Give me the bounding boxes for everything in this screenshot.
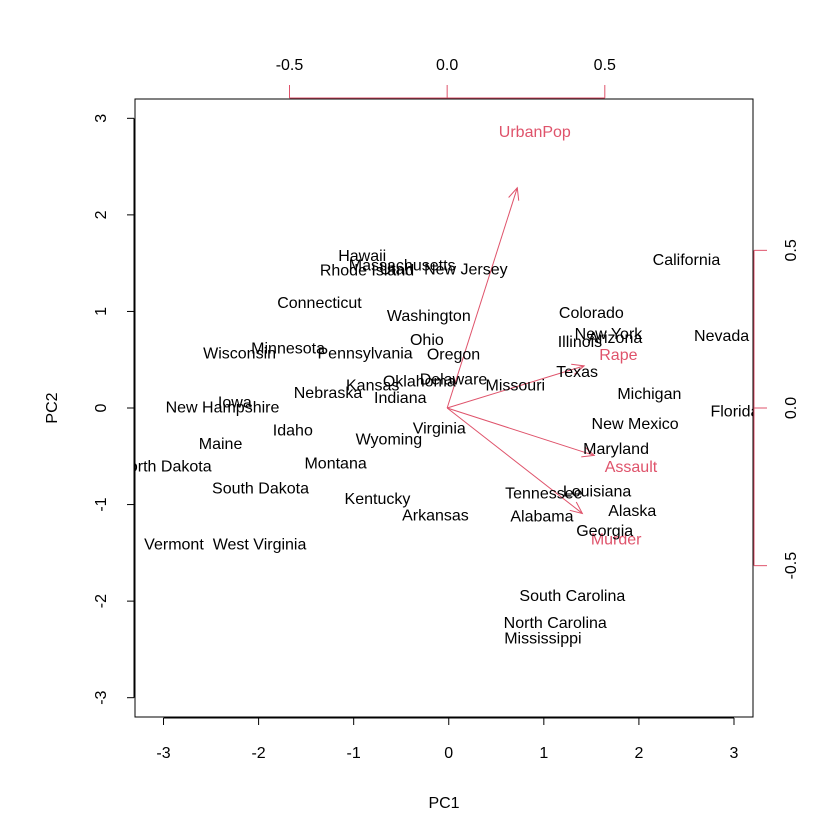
- state-label-oklahoma: Oklahoma: [383, 373, 456, 390]
- state-label-delaware: Delaware: [420, 371, 488, 388]
- plot-region: [134, 98, 754, 718]
- left-tick-label: -1: [93, 497, 110, 511]
- right-tick-label: -0.5: [783, 552, 800, 580]
- state-label-maine: Maine: [199, 436, 243, 453]
- arrow-murder: [446, 407, 583, 514]
- left-tick-label: -3: [93, 690, 110, 704]
- state-label-mississippi: Mississippi: [504, 630, 581, 647]
- state-label-alaska: Alaska: [608, 503, 656, 520]
- state-label-california: California: [653, 252, 721, 269]
- top-tick-label: -0.5: [276, 57, 304, 74]
- top-tick-label: 0.0: [436, 57, 458, 74]
- bottom-tick-label: 2: [634, 745, 643, 762]
- left-tick-label: 3: [93, 114, 110, 123]
- state-label-illinois: Illinois: [558, 334, 602, 351]
- bottom-axis: -3 -2 -1 0 1 2 3: [156, 717, 739, 762]
- state-label-new-hampshire: New Hampshire: [166, 400, 280, 417]
- state-label-colorado: Colorado: [559, 305, 624, 322]
- state-label-new-jersey: New Jersey: [424, 261, 508, 278]
- state-label-hawaii: Hawaii: [338, 248, 386, 265]
- loading-arrows: Murder Assault UrbanPop Rape: [446, 124, 658, 548]
- state-label-indiana: Indiana: [374, 390, 427, 407]
- arrow-rape: [447, 365, 585, 409]
- bottom-tick-label: 0: [444, 745, 453, 762]
- state-label-new-mexico: New Mexico: [592, 416, 679, 433]
- state-label-alabama: Alabama: [510, 509, 573, 526]
- left-tick-label: 2: [93, 210, 110, 219]
- state-label-texas: Texas: [556, 364, 598, 381]
- left-tick-label: -2: [93, 594, 110, 608]
- state-label-vermont: Vermont: [144, 537, 204, 554]
- observation-labels: Alabama Alaska Arizona Arkansas California Co…: [117, 248, 759, 647]
- state-label-kentucky: Kentucky: [345, 491, 411, 508]
- arrowhead-murder: [569, 501, 584, 515]
- bottom-tick-label: -2: [251, 745, 265, 762]
- right-tick-label: 0.0: [783, 397, 800, 419]
- bottom-tick-label: -1: [347, 745, 361, 762]
- state-label-florida: Florida: [710, 403, 759, 420]
- state-label-washington: Washington: [387, 308, 471, 325]
- variable-label-urbanpop: UrbanPop: [499, 124, 571, 141]
- state-label-connecticut: Connecticut: [277, 295, 362, 312]
- state-label-arizona: Arizona: [588, 330, 642, 347]
- state-label-north-dakota: North Dakota: [117, 458, 211, 475]
- state-label-south-dakota: South Dakota: [212, 481, 309, 498]
- y-axis-title: PC2: [44, 392, 61, 423]
- right-tick-label: 0.5: [783, 239, 800, 261]
- state-label-nebraska: Nebraska: [294, 385, 363, 402]
- state-label-idaho: Idaho: [273, 423, 313, 440]
- bottom-tick-label: 1: [539, 745, 548, 762]
- state-label-missouri: Missouri: [486, 377, 546, 394]
- arrow-assault: [446, 407, 595, 456]
- bottom-tick-label: 3: [730, 745, 739, 762]
- state-label-virginia: Virginia: [413, 421, 466, 438]
- arrowhead-urbanpop: [508, 186, 520, 201]
- state-label-louisiana: Louisiana: [563, 484, 632, 501]
- x-axis-title: PC1: [428, 795, 459, 812]
- state-label-wyoming: Wyoming: [356, 431, 423, 448]
- variable-label-rape: Rape: [599, 347, 637, 364]
- state-label-wisconsin: Wisconsin: [203, 345, 276, 362]
- state-label-massachusetts: Massachusetts: [349, 258, 456, 275]
- state-label-kansas: Kansas: [346, 377, 399, 394]
- state-label-georgia: Georgia: [576, 523, 633, 540]
- state-label-iowa: Iowa: [218, 395, 252, 412]
- state-label-arkansas: Arkansas: [402, 508, 469, 525]
- state-label-rhode-island: Rhode Island: [320, 262, 414, 279]
- variable-label-assault: Assault: [605, 459, 658, 476]
- arrowhead-rape: [571, 363, 586, 375]
- state-label-new-york: New York: [575, 326, 644, 343]
- top-tick-label: 0.5: [594, 57, 616, 74]
- state-label-pennsylvania: Pennsylvania: [318, 345, 413, 362]
- state-label-maryland: Maryland: [583, 441, 649, 458]
- arrow-urbanpop: [446, 187, 518, 409]
- arrowhead-assault: [581, 446, 596, 458]
- state-label-utah: Utah: [380, 261, 414, 278]
- left-axis: -3 -2 -1 0 1 2 3: [93, 114, 135, 705]
- state-label-tennessee: Tennessee: [505, 485, 582, 502]
- state-label-south-carolina: South Carolina: [519, 588, 625, 605]
- state-label-oregon: Oregon: [427, 346, 480, 363]
- state-label-west-virginia: West Virginia: [213, 537, 307, 554]
- right-axis: -0.5 0.0 0.5: [753, 239, 800, 580]
- state-label-minnesota: Minnesota: [251, 341, 325, 358]
- state-label-north-carolina: North Carolina: [504, 615, 607, 632]
- state-label-nevada: Nevada: [694, 328, 749, 345]
- left-tick-label: 1: [93, 307, 110, 316]
- top-axis: -0.5 0.0 0.5: [276, 57, 616, 99]
- variable-label-murder: Murder: [591, 531, 642, 548]
- state-label-michigan: Michigan: [617, 386, 681, 403]
- state-label-ohio: Ohio: [410, 332, 444, 349]
- left-tick-label: 0: [93, 403, 110, 412]
- state-label-montana: Montana: [304, 456, 366, 473]
- bottom-tick-label: -3: [156, 745, 170, 762]
